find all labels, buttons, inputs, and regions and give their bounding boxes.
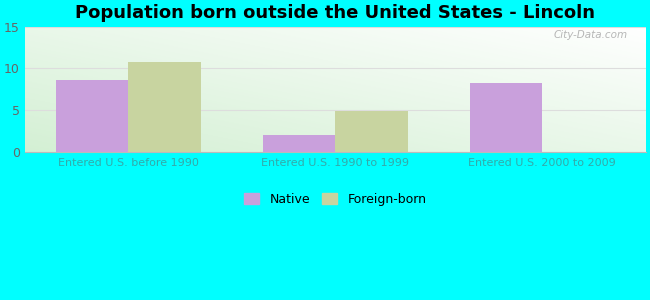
- Bar: [470, 82, 542, 152]
- Legend: Native, Foreign-born: Native, Foreign-born: [239, 188, 432, 211]
- Bar: [263, 135, 335, 152]
- Bar: [335, 111, 408, 152]
- Title: Population born outside the United States - Lincoln: Population born outside the United State…: [75, 4, 595, 22]
- Bar: [56, 80, 129, 152]
- Bar: [129, 61, 201, 152]
- Text: City-Data.com: City-Data.com: [553, 30, 627, 40]
